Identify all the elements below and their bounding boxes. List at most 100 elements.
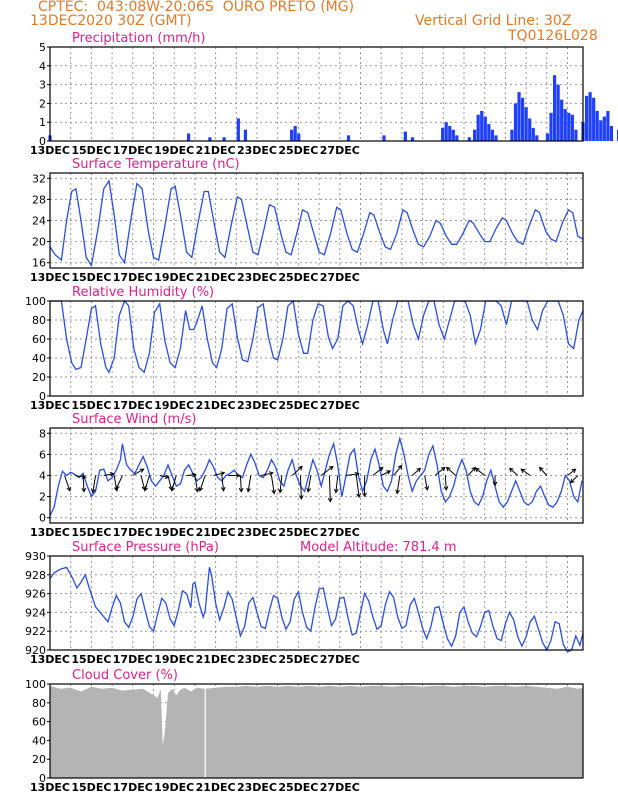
y-tick-label: 0 bbox=[39, 772, 46, 785]
wind-arrow bbox=[446, 467, 457, 476]
x-tick-label: 19DEC bbox=[154, 526, 194, 539]
y-tick-label: 100 bbox=[25, 295, 46, 308]
precip-bar bbox=[599, 120, 603, 141]
y-tick-label: 924 bbox=[25, 606, 46, 619]
series-line bbox=[49, 179, 584, 268]
wind-arrow-head bbox=[333, 488, 339, 494]
wind-arrow bbox=[144, 475, 150, 491]
wind-arrow-head bbox=[91, 488, 96, 494]
precip-bar bbox=[567, 112, 571, 141]
wind-arrow-head bbox=[328, 465, 334, 471]
panel-frame bbox=[49, 555, 584, 651]
precip-bar bbox=[510, 129, 514, 141]
x-tick-label: 19DEC bbox=[154, 653, 194, 666]
wind-arrow-head bbox=[115, 484, 120, 490]
wind-arrow bbox=[509, 467, 519, 476]
wind-arrow-head bbox=[298, 465, 303, 471]
y-tick-label: 20 bbox=[32, 236, 46, 249]
x-tick-label: 25DEC bbox=[278, 399, 318, 412]
wind-arrow bbox=[475, 467, 485, 476]
x-tick-label: 21DEC bbox=[196, 653, 236, 666]
wind-arrow-head bbox=[139, 468, 145, 473]
wind-arrow bbox=[279, 475, 283, 493]
precip-bar bbox=[382, 135, 386, 141]
y-tick-label: 2 bbox=[39, 491, 46, 504]
wind-arrow bbox=[307, 475, 312, 492]
series-line bbox=[49, 566, 584, 653]
precip-bar bbox=[451, 129, 455, 141]
precip-bar bbox=[609, 125, 614, 141]
y-tick-label: 928 bbox=[25, 569, 46, 582]
run-date: 13DEC2020 30Z (GMT) bbox=[30, 13, 192, 29]
wind-arrow bbox=[393, 465, 403, 476]
precip-bar bbox=[487, 124, 491, 141]
x-tick-label: 21DEC bbox=[196, 271, 236, 284]
y-tick-label: 3 bbox=[39, 79, 46, 92]
wind-arrow bbox=[424, 475, 428, 490]
wind-arrow-head bbox=[235, 473, 241, 478]
wind-arrow bbox=[82, 475, 85, 492]
precip-bar bbox=[556, 84, 560, 141]
y-tick-label: 2 bbox=[39, 97, 46, 110]
wind-arrow-head bbox=[362, 492, 367, 498]
y-tick-label: 4 bbox=[39, 60, 46, 73]
y-tick-label: 930 bbox=[25, 550, 46, 563]
x-tick-label: 23DEC bbox=[237, 781, 277, 794]
panel-title: Surface Pressure (hPa) bbox=[72, 540, 219, 555]
wind-arrow-head bbox=[246, 487, 251, 493]
series-line bbox=[50, 299, 584, 374]
wind-arrow bbox=[396, 475, 401, 494]
x-tick-label: 17DEC bbox=[113, 271, 153, 284]
wind-arrow-head bbox=[443, 486, 449, 491]
precip-bar bbox=[588, 92, 592, 141]
precip-bar bbox=[549, 112, 553, 141]
x-tick-label: 25DEC bbox=[278, 781, 318, 794]
x-tick-label: 23DEC bbox=[237, 526, 277, 539]
precip-bar bbox=[483, 116, 487, 141]
x-tick-label: 21DEC bbox=[196, 399, 236, 412]
precip-bar bbox=[606, 110, 610, 141]
y-tick-label: 0 bbox=[39, 390, 46, 403]
wind-arrow bbox=[247, 475, 252, 492]
wind-arrow bbox=[520, 468, 531, 476]
wind-arrow-head bbox=[278, 488, 283, 494]
precip-bar bbox=[467, 137, 471, 141]
y-tick-label: 40 bbox=[32, 734, 46, 747]
precip-bar bbox=[602, 116, 606, 141]
precip-bar bbox=[563, 109, 567, 141]
y-tick-label: 80 bbox=[32, 314, 46, 327]
wind-arrow-head bbox=[397, 464, 403, 470]
wind-arrow bbox=[199, 475, 206, 491]
wind-arrow-head bbox=[538, 466, 544, 472]
panel-title: Relative Humidity (%) bbox=[72, 285, 214, 300]
precip-bar bbox=[584, 95, 589, 141]
wind-arrow bbox=[411, 467, 421, 476]
wind-arrow bbox=[291, 466, 303, 476]
wind-arrow bbox=[372, 467, 384, 476]
wind-arrow-head bbox=[194, 487, 200, 493]
precip-bar bbox=[616, 129, 618, 141]
wind-arrow bbox=[74, 475, 86, 478]
precip-bar bbox=[528, 118, 532, 141]
y-tick-label: 8 bbox=[39, 427, 46, 440]
y-tick-label: 24 bbox=[32, 215, 46, 228]
wind-arrow-head bbox=[268, 471, 274, 476]
panel-annotation: Model Altitude: 781.4 m bbox=[300, 540, 457, 555]
wind-arrow bbox=[570, 475, 579, 484]
y-tick-label: 5 bbox=[39, 41, 46, 54]
x-tick-label: 17DEC bbox=[113, 781, 153, 794]
x-tick-label: 21DEC bbox=[196, 144, 236, 157]
precip-bar bbox=[346, 135, 351, 141]
wind-arrow-head bbox=[474, 467, 480, 473]
wind-arrow-head bbox=[440, 466, 446, 472]
wind-arrow bbox=[239, 475, 242, 492]
wind-arrow bbox=[194, 475, 199, 492]
wind-arrow bbox=[221, 475, 225, 491]
x-tick-label: 27DEC bbox=[320, 144, 360, 157]
x-tick-label: 13DEC bbox=[30, 526, 70, 539]
wind-arrow-head bbox=[191, 472, 197, 478]
wind-arrow-head bbox=[220, 486, 226, 492]
wind-arrow bbox=[345, 473, 359, 476]
x-tick-label: 23DEC bbox=[237, 271, 277, 284]
x-tick-label: 15DEC bbox=[71, 399, 111, 412]
